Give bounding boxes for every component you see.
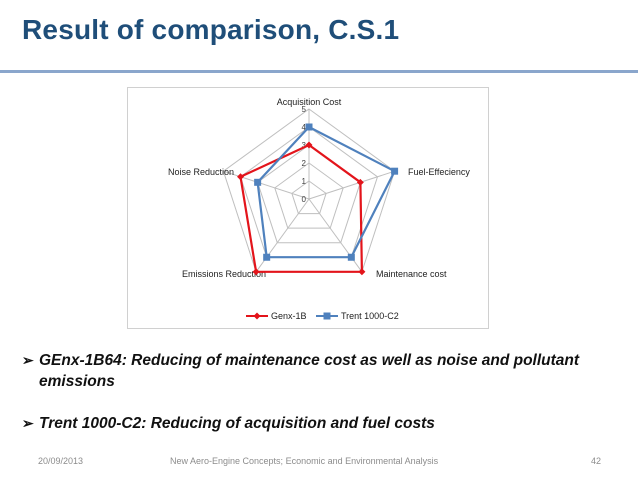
tick-label: 0 (302, 195, 307, 204)
axis-label: Acquisition Cost (277, 97, 342, 107)
bullet-genx: ➢ GEnx-1B64: Reducing of maintenance cos… (22, 350, 612, 392)
title-divider (0, 70, 638, 73)
radar-chart: 0 1 2 3 4 5 Acquisition Cost Fuel-Effeciency Mai… (127, 87, 489, 329)
grid-ring (291, 180, 327, 215)
tick-label: 3 (302, 141, 307, 150)
footer-page-number: 42 (591, 456, 602, 466)
legend-marker (323, 312, 331, 320)
axis-label: Emissions Reduction (182, 269, 266, 279)
data-point (263, 253, 271, 261)
legend-label: Genx-1B (271, 311, 307, 321)
data-point (347, 253, 355, 261)
grid-spoke (223, 170, 310, 200)
axis-label: Noise Reduction (168, 167, 234, 177)
series-line (239, 143, 363, 273)
legend-marker (253, 312, 261, 320)
bullet-trent: ➢ Trent 1000-C2: Reducing of acquisition… (22, 413, 612, 434)
grid-ring (274, 162, 344, 229)
tick-label: 2 (302, 159, 307, 168)
grid-spoke (308, 170, 395, 200)
footer-date: 20/09/2013 (38, 456, 84, 466)
data-point (252, 268, 260, 276)
data-point (391, 167, 399, 175)
footer-caption: New Aero-Engine Concepts; Economic and E… (170, 456, 439, 466)
grid-spoke (308, 198, 363, 273)
tick-label: 4 (302, 123, 307, 132)
tick-label: 1 (302, 177, 307, 186)
slide-title: Result of comparison, C.S.1 (22, 14, 400, 45)
data-point (254, 178, 262, 186)
arrow-bullet-icon: ➢ (22, 415, 34, 431)
bullet-text: GEnx-1B64: Reducing of maintenance cost … (39, 352, 580, 390)
bullet-text: Trent 1000-C2: Reducing of acquisition a… (39, 415, 435, 432)
axis-label: Fuel-Effeciency (408, 167, 470, 177)
series-line (256, 125, 396, 259)
data-point (358, 268, 366, 276)
legend-label: Trent 1000-C2 (341, 311, 399, 321)
data-point (305, 141, 313, 149)
arrow-bullet-icon: ➢ (22, 352, 34, 368)
data-point (305, 123, 313, 131)
data-point (356, 178, 364, 186)
data-point (237, 173, 245, 181)
tick-label: 5 (302, 105, 307, 114)
axis-label: Maintenance cost (376, 269, 447, 279)
